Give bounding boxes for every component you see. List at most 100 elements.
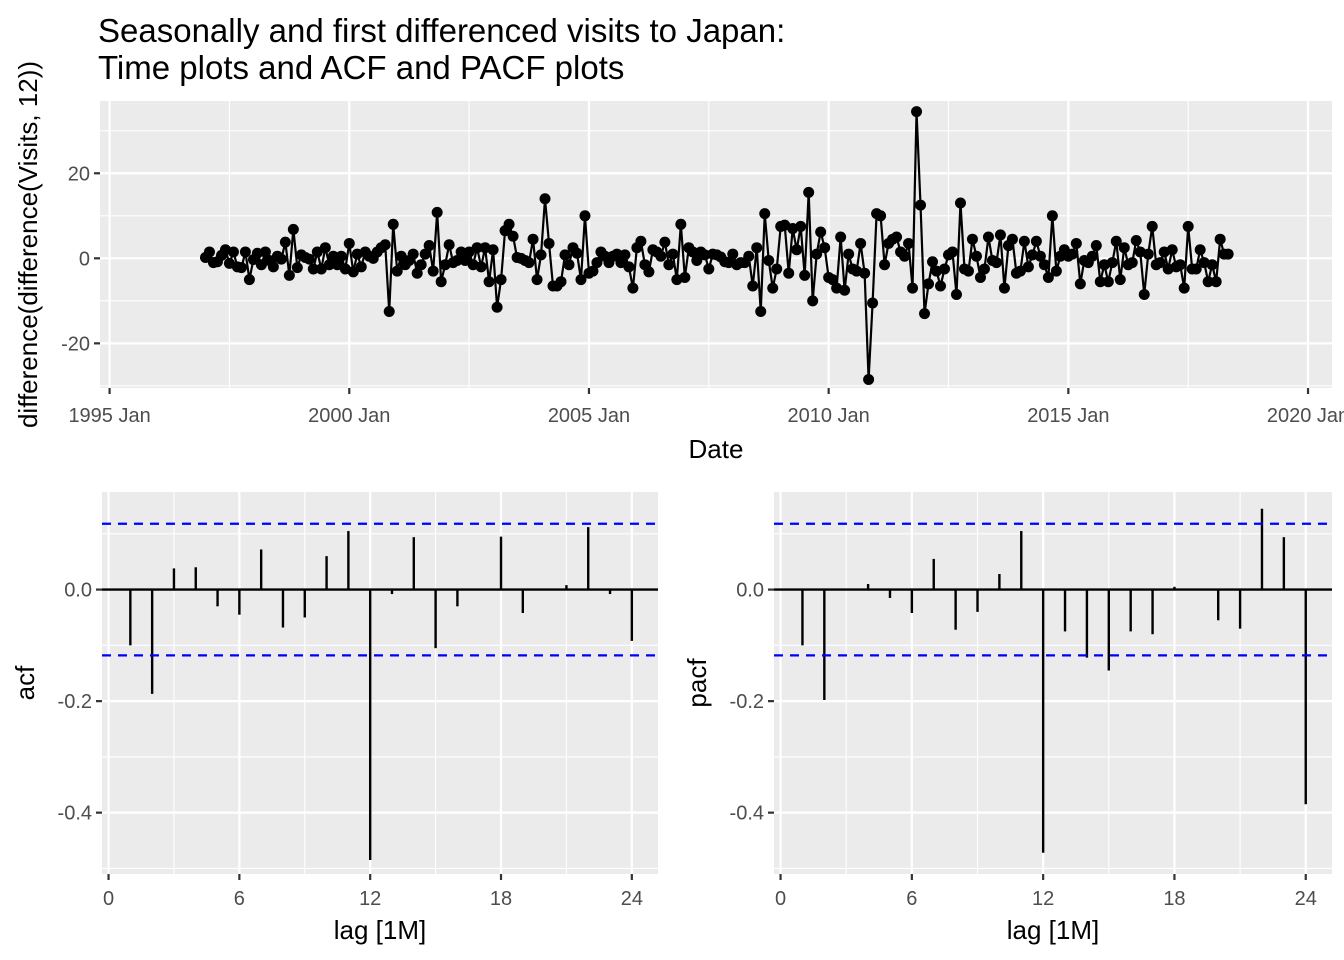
time-plot-data-point	[1094, 276, 1106, 288]
time-plot-data-point	[994, 229, 1006, 241]
time-plot-data-point	[691, 254, 703, 266]
time-plot-data-point	[1070, 237, 1082, 249]
time-plot-data-point	[699, 249, 711, 261]
time-plot-data-point	[827, 274, 839, 286]
time-plot-data-point	[1038, 259, 1050, 271]
acf-plot-y-axis-title: acf	[10, 665, 40, 700]
time-plot-data-point	[891, 231, 903, 243]
time-plot-data-point	[1030, 235, 1042, 247]
time-plot-data-point	[323, 259, 335, 271]
time-plot-data-point	[347, 266, 359, 278]
time-plot-data-point	[335, 250, 347, 262]
time-plot-data-point	[867, 297, 879, 309]
time-plot-data-point	[623, 261, 635, 273]
time-plot-data-point	[1118, 242, 1130, 254]
time-plot-data-point	[1146, 220, 1158, 232]
time-plot-data-point	[307, 263, 319, 275]
time-plot-data-point	[1106, 257, 1118, 269]
time-plot-data-point	[627, 282, 639, 294]
time-plot-data-point	[1210, 276, 1222, 288]
time-plot-data-point	[687, 246, 699, 258]
time-plot-data-point	[907, 282, 919, 294]
time-plot-data-point	[427, 265, 439, 277]
time-plot-data-point	[1206, 259, 1218, 271]
pacf-plot-x-tick-label: 12	[1032, 888, 1054, 910]
time-plot-data-point	[575, 274, 587, 286]
time-plot-data-point	[259, 246, 271, 258]
pacf-plot-x-tick-label: 0	[775, 888, 786, 910]
time-plot-data-point	[203, 246, 215, 258]
time-plot-data-point	[1138, 288, 1150, 300]
time-plot-data-point	[507, 230, 519, 242]
time-plot-data-point	[455, 246, 467, 258]
time-plot-data-point	[571, 247, 583, 259]
time-plot-data-point	[383, 305, 395, 317]
time-plot-data-point	[415, 259, 427, 271]
time-plot-data-point	[803, 186, 815, 198]
time-plot-data-point	[387, 218, 399, 230]
time-plot-data-point	[635, 235, 647, 247]
time-plot-data-point	[675, 218, 687, 230]
time-plot-data-point	[783, 267, 795, 279]
time-plot-data-point	[763, 254, 775, 266]
time-plot-data-point	[939, 263, 950, 275]
time-plot-data-point	[946, 246, 958, 258]
time-plot-data-point	[1194, 244, 1206, 256]
time-plot-data-point	[863, 374, 875, 385]
time-plot-data-point	[475, 261, 487, 273]
pacf-plot-panel: 0 6 12 18 24 -0.4 -0.2 0.0 lag [1M] pacf	[682, 492, 1332, 945]
pacf-plot-y-tick-label: -0.2	[730, 691, 764, 713]
time-plot-data-point	[927, 256, 939, 268]
pacf-plot-x-tick-label: 24	[1295, 888, 1317, 910]
time-plot-data-point	[563, 259, 575, 271]
title-line-2: Time plots and ACF and PACF plots	[98, 49, 624, 86]
time-plot-data-point	[1166, 244, 1178, 256]
time-plot-data-point	[535, 249, 547, 261]
time-plot-data-point	[747, 280, 759, 292]
time-plot-data-point	[911, 106, 923, 118]
time-plot-data-point	[267, 261, 279, 273]
time-plot-data-point	[875, 210, 887, 222]
time-plot-data-point	[451, 254, 463, 266]
time-plot-data-point	[423, 240, 435, 252]
time-plot-data-point	[491, 301, 503, 313]
time-plot-data-point	[1050, 265, 1062, 277]
time-plot-x-tick-label: 2005 Jan	[548, 405, 630, 427]
time-plot-data-point	[795, 220, 807, 232]
acf-plot-y-tick-label: 0.0	[64, 580, 92, 602]
time-plot-data-point	[859, 267, 871, 279]
time-plot-data-point	[355, 261, 367, 273]
time-plot-data-point	[998, 282, 1010, 294]
time-plot-data-point	[235, 262, 247, 274]
time-plot-data-point	[435, 276, 447, 288]
time-plot-data-point	[815, 226, 827, 238]
time-plot-data-point	[327, 250, 339, 262]
time-plot-data-point	[1154, 257, 1166, 269]
time-plot-data-point	[1190, 263, 1202, 275]
time-plot-data-point	[819, 242, 831, 254]
pacf-plot-x-tick-label: 6	[906, 888, 917, 910]
time-plot-data-point	[1114, 274, 1126, 286]
time-plot-data-point	[587, 265, 599, 277]
time-plot-data-point	[503, 218, 515, 230]
time-plot-data-point	[727, 248, 739, 260]
time-plot-data-point	[835, 231, 847, 243]
time-plot-data-point	[811, 248, 823, 260]
time-plot-data-point	[411, 267, 423, 279]
time-plot-data-point	[239, 246, 251, 258]
time-plot-data-point	[1110, 235, 1122, 247]
acf-plot-x-tick-label: 6	[234, 888, 245, 910]
time-plot-x-tick-label: 2000 Jan	[308, 405, 390, 427]
time-plot-data-point	[703, 263, 715, 275]
time-plot-data-point	[990, 257, 1002, 269]
time-plot-data-point	[279, 236, 291, 248]
pacf-plot-background	[774, 492, 1332, 874]
time-plot-data-point	[1086, 250, 1098, 262]
acf-plot-x-tick-label: 12	[359, 888, 381, 910]
time-plot-data-point	[539, 193, 551, 205]
time-plot-data-point	[659, 236, 671, 248]
time-plot-x-tick-label: 2015 Jan	[1027, 405, 1109, 427]
title-line-1: Seasonally and first differenced visits …	[98, 12, 785, 49]
time-plot-data-point	[1142, 248, 1154, 260]
time-plot-data-point	[982, 231, 994, 243]
